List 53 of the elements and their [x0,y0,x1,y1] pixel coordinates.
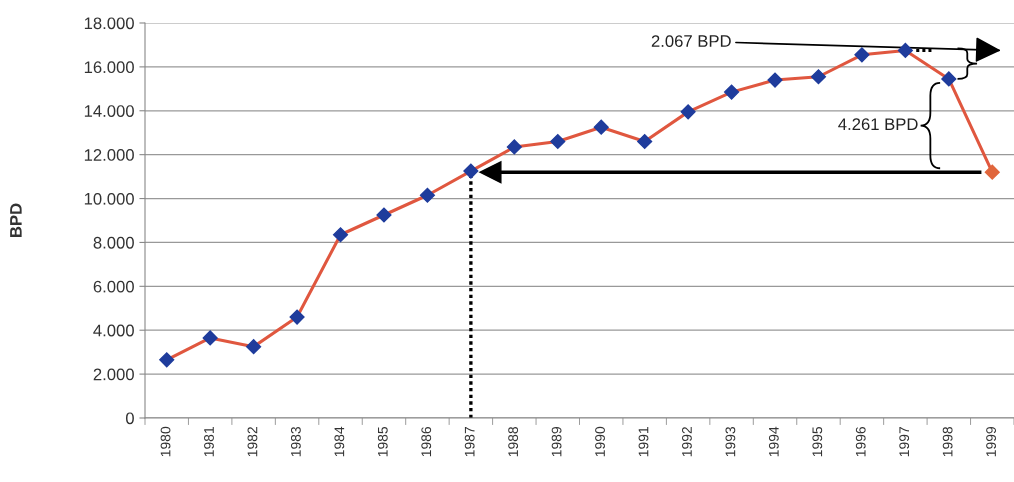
y-tick-label: 14.000 [84,105,134,117]
point [941,71,957,87]
y-tick-label: 10.000 [84,192,134,205]
point [419,187,435,203]
x-tick-label: 1984 [334,426,345,457]
y-tick-label: 0 [125,412,134,425]
y-tick-label: 16.000 [84,61,134,74]
x-tick-label: 1982 [247,427,258,457]
annotation: 2.067 BPD [651,35,731,47]
point [376,207,392,223]
x-tick-label: 1987 [464,427,475,457]
x-tick-label: 1981 [204,427,214,457]
x-tick-label: 1991 [638,427,649,457]
y-tick-label: 18.000 [84,17,134,30]
x-tick-label: 1989 [551,426,562,457]
y-axis-title: BPD [10,203,22,237]
point [289,309,305,325]
point [767,72,783,88]
x-tick-label: 1988 [508,426,519,457]
point [810,69,827,85]
x-tick-label: 1986 [421,426,432,457]
point [159,352,175,368]
x-tick-label: 1999 [986,426,996,457]
point [724,84,740,100]
point [593,119,609,135]
y-tick-label: 12.000 [84,149,134,161]
x-tick-label: 1993 [725,426,736,457]
point [637,133,653,150]
y-tick-label: 2.000 [93,368,134,381]
point [854,47,870,63]
y-tick-label: 4.000 [93,324,134,337]
point [463,163,479,179]
point [202,330,218,346]
x-tick-label: 1992 [682,427,692,457]
point [246,339,262,355]
point [680,104,696,120]
y-tick-label: 6.000 [93,280,134,293]
point [506,139,522,155]
y-tick-label: 8.000 [93,236,134,249]
x-tick-label: 1980 [160,426,171,457]
point [897,42,913,58]
x-tick-label: 1983 [290,426,301,457]
x-tick-label: 1994 [768,426,779,457]
annotation: 4.261 BPD [838,118,918,131]
x-tick-label: 1998 [942,426,953,457]
x-tick-label: 1996 [855,426,866,457]
x-tick-label: 1997 [899,427,910,457]
x-tick-label: 1990 [595,426,605,457]
x-tick-label: 1995 [812,426,823,457]
point [550,133,566,150]
point [984,164,1000,180]
x-tick-label: 1985 [377,426,388,457]
point [332,227,349,243]
